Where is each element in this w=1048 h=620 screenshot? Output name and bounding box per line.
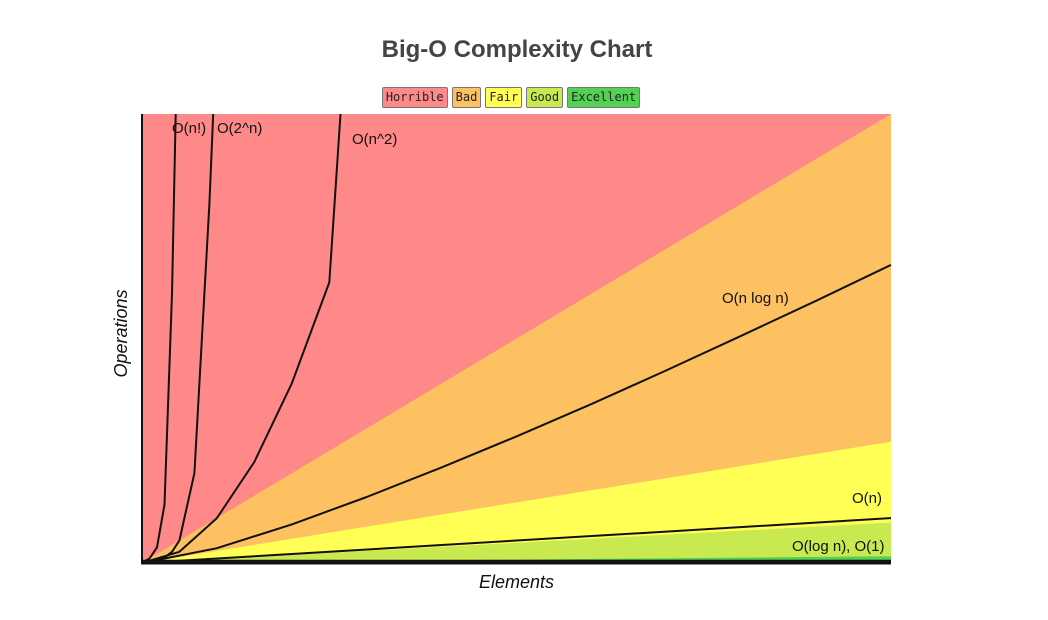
complexity-regions (142, 114, 891, 563)
region-good (142, 522, 891, 563)
label-o-n: O(n) (852, 490, 882, 507)
legend-item-fair: Fair (485, 87, 523, 108)
region-fair (142, 441, 891, 563)
curve-o-n-log-n (141, 263, 892, 564)
chart-axes (141, 114, 891, 565)
label-o-log-n-o-1: O(log n), O(1) (792, 538, 885, 555)
legend-item-bad: Bad (451, 87, 482, 108)
label-o-n-log-n: O(n log n) (722, 290, 789, 307)
x-axis-label: Elements (479, 572, 554, 592)
legend-item-excellent: Excellent (567, 87, 641, 108)
label-o-2-n: O(2^n) (217, 120, 262, 137)
complexity-curves (141, 113, 892, 564)
curve-o-n (141, 517, 892, 564)
label-o-n-2: O(n^2) (352, 131, 397, 148)
chart-title: Big-O Complexity Chart (381, 36, 653, 63)
curve-labels: O(n!) O(2^n) O(n^2) O(n log n) O(n) O(log n),… (172, 120, 885, 555)
legend-item-good: Good (526, 87, 564, 108)
y-axis-label: Operations (111, 289, 131, 377)
legend-item-horrible: Horrible (381, 87, 448, 108)
legend: Horrible Bad Fair Good Excellent (0, 87, 1022, 108)
region-bad (142, 114, 891, 563)
curve-o-n (141, 113, 177, 564)
label-o-n: O(n!) (172, 120, 206, 137)
curve-o-n-2 (141, 113, 342, 564)
